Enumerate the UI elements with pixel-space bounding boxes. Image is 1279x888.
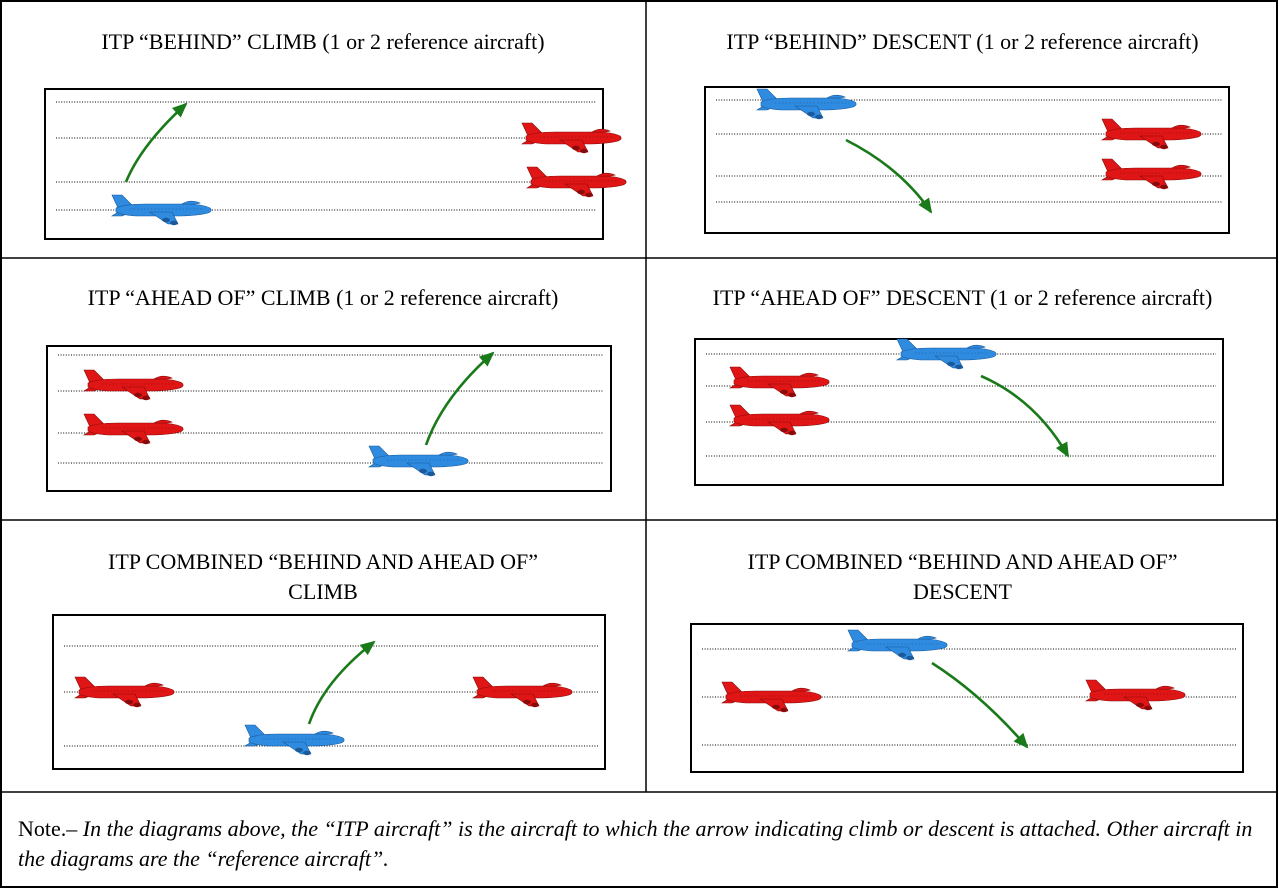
diagram-svg <box>706 338 1216 458</box>
climb-descent-arrow <box>424 352 494 446</box>
climb-descent-arrow <box>931 661 1028 748</box>
cell-title: ITP “BEHIND” CLIMB (1 or 2 reference air… <box>101 29 545 54</box>
diagram-behind-descent <box>704 86 1230 234</box>
reference-aircraft <box>82 369 184 401</box>
reference-aircraft <box>728 404 830 436</box>
arrow-head <box>478 351 495 367</box>
itp-aircraft <box>846 629 948 661</box>
itp-aircraft <box>755 88 857 120</box>
cell-title: ITP “BEHIND” DESCENT (1 or 2 reference a… <box>726 29 1199 54</box>
reference-aircraft <box>73 676 175 708</box>
climb-descent-arrow <box>124 103 187 183</box>
cell-behind-descent: ITP “BEHIND” DESCENT (1 or 2 reference a… <box>646 0 1279 258</box>
diagram-combined-descent <box>690 623 1244 773</box>
climb-descent-arrow <box>307 640 375 725</box>
climb-descent-arrow <box>980 374 1070 457</box>
cell-combined-climb: ITP COMBINED “BEHIND AND AHEAD OF” CLIMB <box>0 520 646 792</box>
reference-aircraft <box>728 366 830 398</box>
diagram-combined-climb <box>52 614 606 770</box>
arrow-head <box>1013 732 1029 749</box>
cell-ahead-descent: ITP “AHEAD OF” DESCENT (1 or 2 reference… <box>646 258 1279 520</box>
note: Note.– In the diagrams above, the “ITP a… <box>18 814 1258 874</box>
reference-aircraft <box>525 166 627 198</box>
cell-ahead-climb: ITP “AHEAD OF” CLIMB (1 or 2 reference a… <box>0 258 646 520</box>
diagram-behind-climb <box>44 88 627 240</box>
reference-aircraft <box>520 122 622 154</box>
cell-title-line1: ITP COMBINED “BEHIND AND AHEAD OF” <box>108 549 538 574</box>
cell-combined-descent: ITP COMBINED “BEHIND AND AHEAD OF” DESCE… <box>646 520 1279 792</box>
reference-aircraft <box>1100 158 1202 190</box>
diagram-svg <box>58 351 604 477</box>
itp-aircraft <box>243 724 345 756</box>
reference-aircraft <box>1084 679 1186 711</box>
reference-aircraft <box>471 676 573 708</box>
arrow-head <box>918 197 933 214</box>
cell-behind-climb: ITP “BEHIND” CLIMB (1 or 2 reference air… <box>0 0 646 258</box>
diagram-svg <box>716 88 1222 214</box>
arrow-head <box>1055 441 1069 458</box>
diagram-svg <box>64 640 598 756</box>
itp-aircraft <box>895 338 997 370</box>
itp-aircraft <box>367 445 469 477</box>
diagram-ahead-climb <box>46 345 612 492</box>
arrow-head <box>172 102 188 118</box>
cell-title: ITP “AHEAD OF” DESCENT (1 or 2 reference… <box>712 285 1213 310</box>
cell-title-line2: CLIMB <box>288 579 358 604</box>
arrow-head <box>359 640 376 656</box>
diagram-svg <box>702 629 1236 749</box>
cell-title-line2: DESCENT <box>913 579 1012 604</box>
cell-title: ITP “AHEAD OF” CLIMB (1 or 2 reference a… <box>87 285 559 310</box>
reference-aircraft <box>82 413 184 445</box>
note-prefix: Note.– <box>18 816 83 841</box>
itp-aircraft <box>110 194 212 226</box>
reference-aircraft <box>1100 118 1202 150</box>
note-text: In the diagrams above, the “ITP aircraft… <box>18 816 1253 871</box>
reference-aircraft <box>720 681 822 713</box>
diagram-ahead-descent <box>694 338 1224 486</box>
diagram-svg <box>56 101 627 226</box>
cell-title-line1: ITP COMBINED “BEHIND AND AHEAD OF” <box>747 549 1178 574</box>
